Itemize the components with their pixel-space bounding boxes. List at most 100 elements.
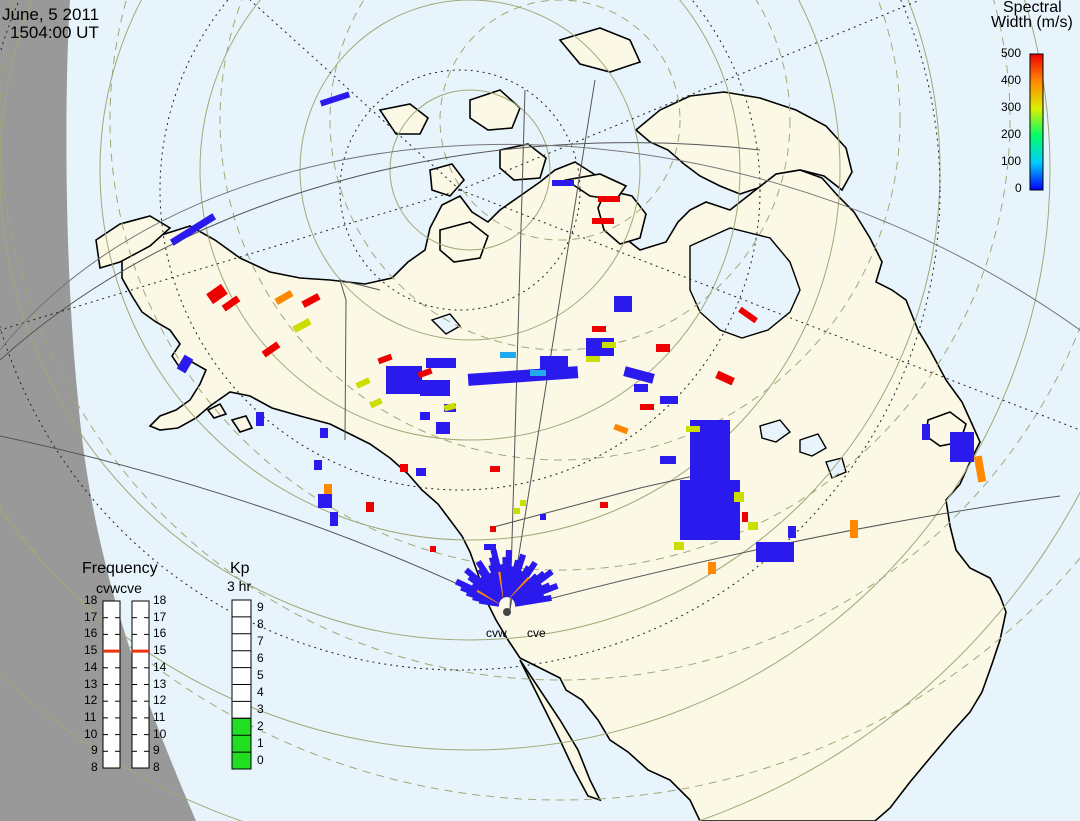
frequency-left-tick-label: 13 [84, 676, 98, 691]
kp-tick-label: 2 [257, 718, 264, 733]
frequency-right-tick-label: 13 [153, 676, 167, 691]
frequency-right-tick-label: 10 [153, 726, 167, 741]
spectral-width-cell [417, 367, 433, 379]
radar-site-west: cvw [486, 626, 507, 640]
frequency-right-tick-label: 12 [153, 693, 167, 708]
greenland [634, 91, 853, 195]
kp-tick-label: 0 [257, 752, 264, 767]
spectral-width-cell [686, 426, 700, 432]
spectral-width-cell [634, 384, 648, 392]
east-siberia-edge [95, 215, 172, 270]
colorbar-tick-label: 200 [1001, 127, 1022, 141]
land-masses [95, 27, 1007, 821]
baffin-island [597, 189, 647, 245]
greenland-east [563, 173, 628, 201]
near-range-cell [514, 594, 552, 607]
spectral-width-cell [377, 353, 393, 365]
spectral-width-cell [261, 341, 281, 358]
spectral-width-cell [680, 480, 740, 540]
spectral-width-cell [520, 500, 526, 506]
spectral-width-cell [748, 522, 758, 530]
frequency-left-tick-label: 14 [84, 659, 98, 674]
water-bodies [430, 227, 847, 479]
spectral-width-cell [430, 546, 436, 552]
spectral-width-cell [922, 424, 930, 440]
arctic-island-1 [558, 27, 642, 73]
spectral-width-cell [756, 542, 794, 562]
baja-peninsula [519, 659, 602, 802]
spectral-width-cell [366, 502, 374, 512]
hudson-bay [689, 227, 801, 339]
geographic-latitude-grid [0, 0, 1080, 801]
spectral-width-cell [318, 494, 332, 508]
colorbar-tick-label: 500 [1001, 46, 1022, 60]
frequency-right-tick-label: 11 [153, 709, 166, 724]
spectral-width-cell [330, 512, 338, 526]
frequency-left-tick-label: 17 [84, 609, 98, 624]
kp-tick-label: 7 [257, 634, 264, 649]
spectral-width-cell [206, 283, 228, 305]
spectral-width-cell [973, 455, 987, 483]
frequency-left-tick-label: 8 [91, 760, 98, 774]
spectral-width-cell [598, 196, 620, 202]
spectral-width-cell [592, 218, 614, 224]
spectral-width-cell [369, 397, 383, 409]
frequency-right-tick-label: 8 [153, 760, 160, 774]
colorbar-title-line2: Width (m/s) [991, 14, 1073, 31]
kp-tick-label: 6 [257, 651, 264, 666]
kp-tick-label: 4 [257, 684, 264, 699]
night-shading [0, 0, 196, 821]
spectral-width-cell [416, 468, 426, 476]
spectral-width-cell [613, 423, 629, 435]
spectral-width-cell [436, 422, 450, 434]
spectral-width-cell [314, 460, 322, 470]
spectral-width-cell [484, 544, 496, 550]
spectral-width-cell [715, 370, 735, 386]
spectral-width-cell [540, 356, 568, 376]
spectral-width-cell [600, 502, 608, 508]
spectral-width-colorbar [1029, 53, 1044, 191]
spectral-width-cell [420, 412, 430, 420]
spectral-width-cell [674, 542, 684, 550]
kp-tick-label: 3 [257, 701, 264, 716]
spectral-width-cell [660, 396, 678, 404]
spectral-width-cell [355, 377, 371, 389]
spectral-width-cell [500, 352, 516, 358]
frequency-left-tick-label: 18 [84, 593, 98, 607]
spectral-width-cell [443, 402, 457, 412]
spectral-width-cell [319, 91, 351, 107]
frequency-left-tick-label: 11 [84, 709, 97, 724]
radar-site-marker [503, 608, 511, 616]
frequency-right-tick-label: 18 [153, 593, 167, 607]
colorbar-tick-label: 100 [1001, 154, 1022, 168]
radar-fov-lines [0, 79, 1080, 611]
spectral-width-cell [426, 358, 456, 368]
spectral-width-cell [602, 342, 616, 348]
mlt-grid [0, 0, 1080, 671]
colorbar-title-line1: Spectral [1003, 0, 1062, 16]
kp-tick-label: 9 [257, 600, 264, 615]
frequency-left-tick-label: 16 [84, 626, 98, 641]
spectral-width-cell [490, 526, 496, 532]
spectral-width-cell [301, 293, 321, 308]
slave-lake [430, 313, 462, 335]
colorbar-tick-label: 300 [1001, 100, 1022, 114]
date-label: June, 5 2011 [2, 5, 100, 24]
spectral-width-cell [320, 428, 328, 438]
kp-fill [231, 717, 252, 770]
spectral-width-cell [734, 492, 744, 502]
frequency-left-tick-label: 10 [84, 726, 98, 741]
spectral-width-cell [490, 466, 500, 472]
spectral-width-cell [592, 326, 606, 332]
kp-tick-label: 5 [257, 668, 264, 683]
spectral-width-cell [514, 508, 520, 514]
spectral-width-cell [586, 356, 600, 362]
spectral-width-cell [176, 354, 194, 374]
kp-title: Kp [230, 560, 250, 577]
spectral-width-cell [788, 526, 796, 538]
great-lake-2 [799, 433, 827, 457]
frequency-left-tick-label: 15 [84, 643, 98, 658]
spectral-width-cell [221, 295, 241, 312]
spectral-width-cell [420, 380, 450, 396]
